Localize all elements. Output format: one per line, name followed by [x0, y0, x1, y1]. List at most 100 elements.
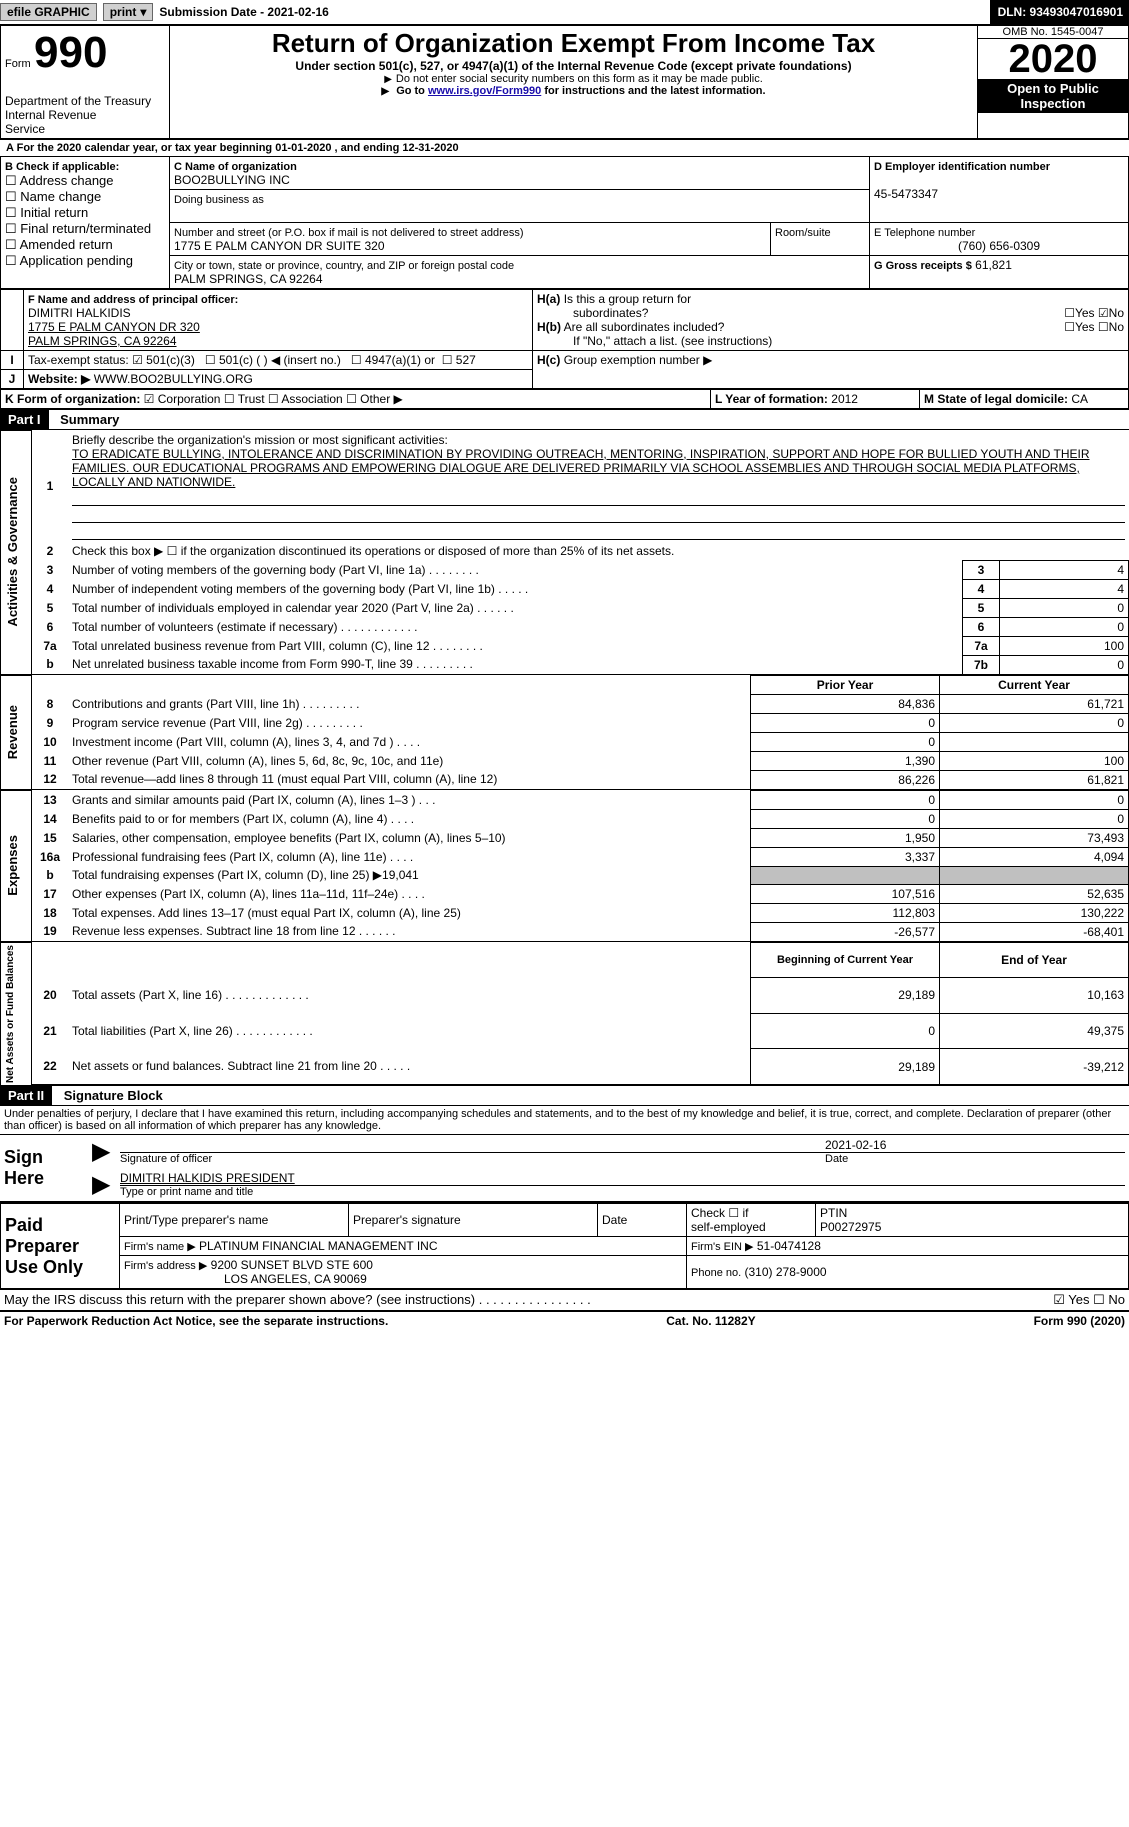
hc: Group exemption number ▶ [564, 353, 713, 367]
l5: Total number of individuals employed in … [68, 598, 963, 617]
l20: Total assets (Part X, line 16) . . . . .… [68, 978, 751, 1014]
inspection1: Open to Public [1007, 81, 1099, 96]
gov-vlabel: Activities & Governance [5, 477, 20, 627]
firm-addr2: LOS ANGELES, CA 90069 [124, 1272, 367, 1286]
p19: -26,577 [751, 922, 940, 941]
b21: 0 [751, 1013, 940, 1049]
prep-c4b: self-employed [691, 1220, 766, 1234]
hdr-end: End of Year [940, 942, 1129, 978]
v5: 0 [1000, 598, 1129, 617]
form-subtitle: Under section 501(c), 527, or 4947(a)(1)… [174, 59, 973, 73]
part2-title: Signature Block [56, 1088, 163, 1103]
hb: Are all subordinates included? [564, 320, 725, 334]
e21: 49,375 [940, 1013, 1129, 1049]
form-header: Form 990 Department of the Treasury Inte… [0, 25, 1129, 140]
m-val: CA [1071, 392, 1088, 406]
mission-lead: Briefly describe the organization's miss… [72, 433, 448, 447]
irs-link[interactable]: www.irs.gov/Form990 [428, 85, 541, 97]
tax-year: 2020 [1009, 37, 1098, 81]
print-button[interactable]: print ▾ [103, 3, 154, 21]
prep-c3: Date [598, 1204, 687, 1237]
hb-no[interactable]: ☐No [1098, 320, 1124, 334]
discuss-no[interactable]: ☐ No [1093, 1292, 1125, 1308]
l16a: Professional fundraising fees (Part IX, … [68, 847, 751, 866]
e22: -39,212 [940, 1049, 1129, 1085]
l12: Total revenue—add lines 8 through 11 (mu… [68, 770, 751, 789]
chk-initial[interactable]: ☐ Initial return [5, 205, 88, 220]
c16a: 4,094 [940, 847, 1129, 866]
c10 [940, 732, 1129, 751]
governance-table: Activities & Governance 1 Briefly descri… [0, 430, 1129, 675]
form-number: 990 [34, 28, 107, 77]
prep-c4a: Check ☐ if [691, 1206, 748, 1220]
hdr-prior: Prior Year [751, 675, 940, 694]
footer-right: Form 990 (2020) [1034, 1314, 1125, 1328]
efile-button[interactable]: efile GRAPHIC [0, 3, 97, 21]
ha-yes[interactable]: ☐Yes [1064, 306, 1094, 320]
page-footer: For Paperwork Reduction Act Notice, see … [0, 1312, 1129, 1330]
goto-post: for instructions and the latest informat… [544, 85, 765, 97]
i-501c3[interactable]: ☑ 501(c)(3) [132, 353, 195, 367]
c9: 0 [940, 713, 1129, 732]
c11: 100 [940, 751, 1129, 770]
c14: 0 [940, 809, 1129, 828]
ha-no[interactable]: ☑No [1098, 306, 1124, 320]
i-527[interactable]: ☐ 527 [442, 353, 476, 367]
l13: Grants and similar amounts paid (Part IX… [68, 790, 751, 809]
hb-yes[interactable]: ☐Yes [1064, 320, 1094, 334]
l10: Investment income (Part VIII, column (A)… [68, 732, 751, 751]
officer-addr: 1775 E PALM CANYON DR 320 [28, 320, 200, 334]
c19: -68,401 [940, 922, 1129, 941]
officer-name: DIMITRI HALKIDIS [28, 306, 131, 320]
c13: 0 [940, 790, 1129, 809]
dept-service: Service [5, 122, 45, 136]
city-label: City or town, state or province, country… [174, 260, 514, 272]
l9: Program service revenue (Part VIII, line… [68, 713, 751, 732]
dropdown-icon: ▾ [140, 5, 146, 19]
c8: 61,721 [940, 694, 1129, 713]
chk-pending[interactable]: ☐ Application pending [5, 253, 133, 268]
i-501c[interactable]: ☐ 501(c) ( ) ◀ (insert no.) [205, 353, 341, 367]
l21: Total liabilities (Part X, line 26) . . … [68, 1013, 751, 1049]
preparer-table: Paid Preparer Use Only Print/Type prepar… [0, 1203, 1129, 1290]
m-label: M State of legal domicile: [924, 392, 1068, 406]
k-assoc[interactable]: ☐ Association [268, 392, 343, 406]
p10: 0 [751, 732, 940, 751]
sign-here: Sign Here [4, 1147, 44, 1188]
officer-city: PALM SPRINGS, CA 92264 [28, 334, 177, 348]
hdr-curr: Current Year [940, 675, 1129, 694]
i-4947[interactable]: ☐ 4947(a)(1) or [351, 353, 435, 367]
firm-addr-label: Firm's address ▶ [124, 1260, 207, 1272]
l-val: 2012 [831, 392, 858, 406]
discuss-q: May the IRS discuss this return with the… [4, 1292, 1053, 1308]
v3: 4 [1000, 560, 1129, 579]
gross-receipts: 61,821 [975, 258, 1012, 272]
chk-final[interactable]: ☐ Final return/terminated [5, 221, 151, 236]
dept-treasury: Department of the Treasury [5, 94, 151, 108]
line-a-text: For the 2020 calendar year, or tax year … [17, 142, 459, 154]
officer-sig-name: DIMITRI HALKIDIS PRESIDENT [120, 1171, 1125, 1185]
form-label: Form [5, 58, 31, 70]
part2-hdr: Part II [0, 1086, 52, 1105]
c12: 61,821 [940, 770, 1129, 789]
inspection2: Inspection [1020, 96, 1085, 111]
l17: Other expenses (Part IX, column (A), lin… [68, 884, 751, 903]
phone: (760) 656-0309 [874, 239, 1124, 253]
chk-name[interactable]: ☐ Name change [5, 189, 101, 204]
dept-irs: Internal Revenue [5, 108, 96, 122]
prep-c5: PTIN [820, 1206, 847, 1220]
k-corp[interactable]: ☑ Corporation [144, 392, 221, 406]
c15: 73,493 [940, 828, 1129, 847]
chk-amended[interactable]: ☐ Amended return [5, 237, 113, 252]
ptin: P00272975 [820, 1220, 881, 1234]
chk-address[interactable]: ☐ Address change [5, 173, 114, 188]
k-other[interactable]: ☐ Other ▶ [346, 392, 403, 406]
p9: 0 [751, 713, 940, 732]
discuss-yes[interactable]: ☑ Yes [1053, 1292, 1089, 1308]
exp-vlabel: Expenses [5, 835, 20, 896]
phone-label: Phone no. [691, 1267, 741, 1279]
firm-label: Firm's name ▶ [124, 1241, 196, 1253]
website: WWW.BOO2BULLYING.ORG [94, 372, 253, 386]
k-trust[interactable]: ☐ Trust [224, 392, 265, 406]
l7b: Net unrelated business taxable income fr… [68, 655, 963, 674]
